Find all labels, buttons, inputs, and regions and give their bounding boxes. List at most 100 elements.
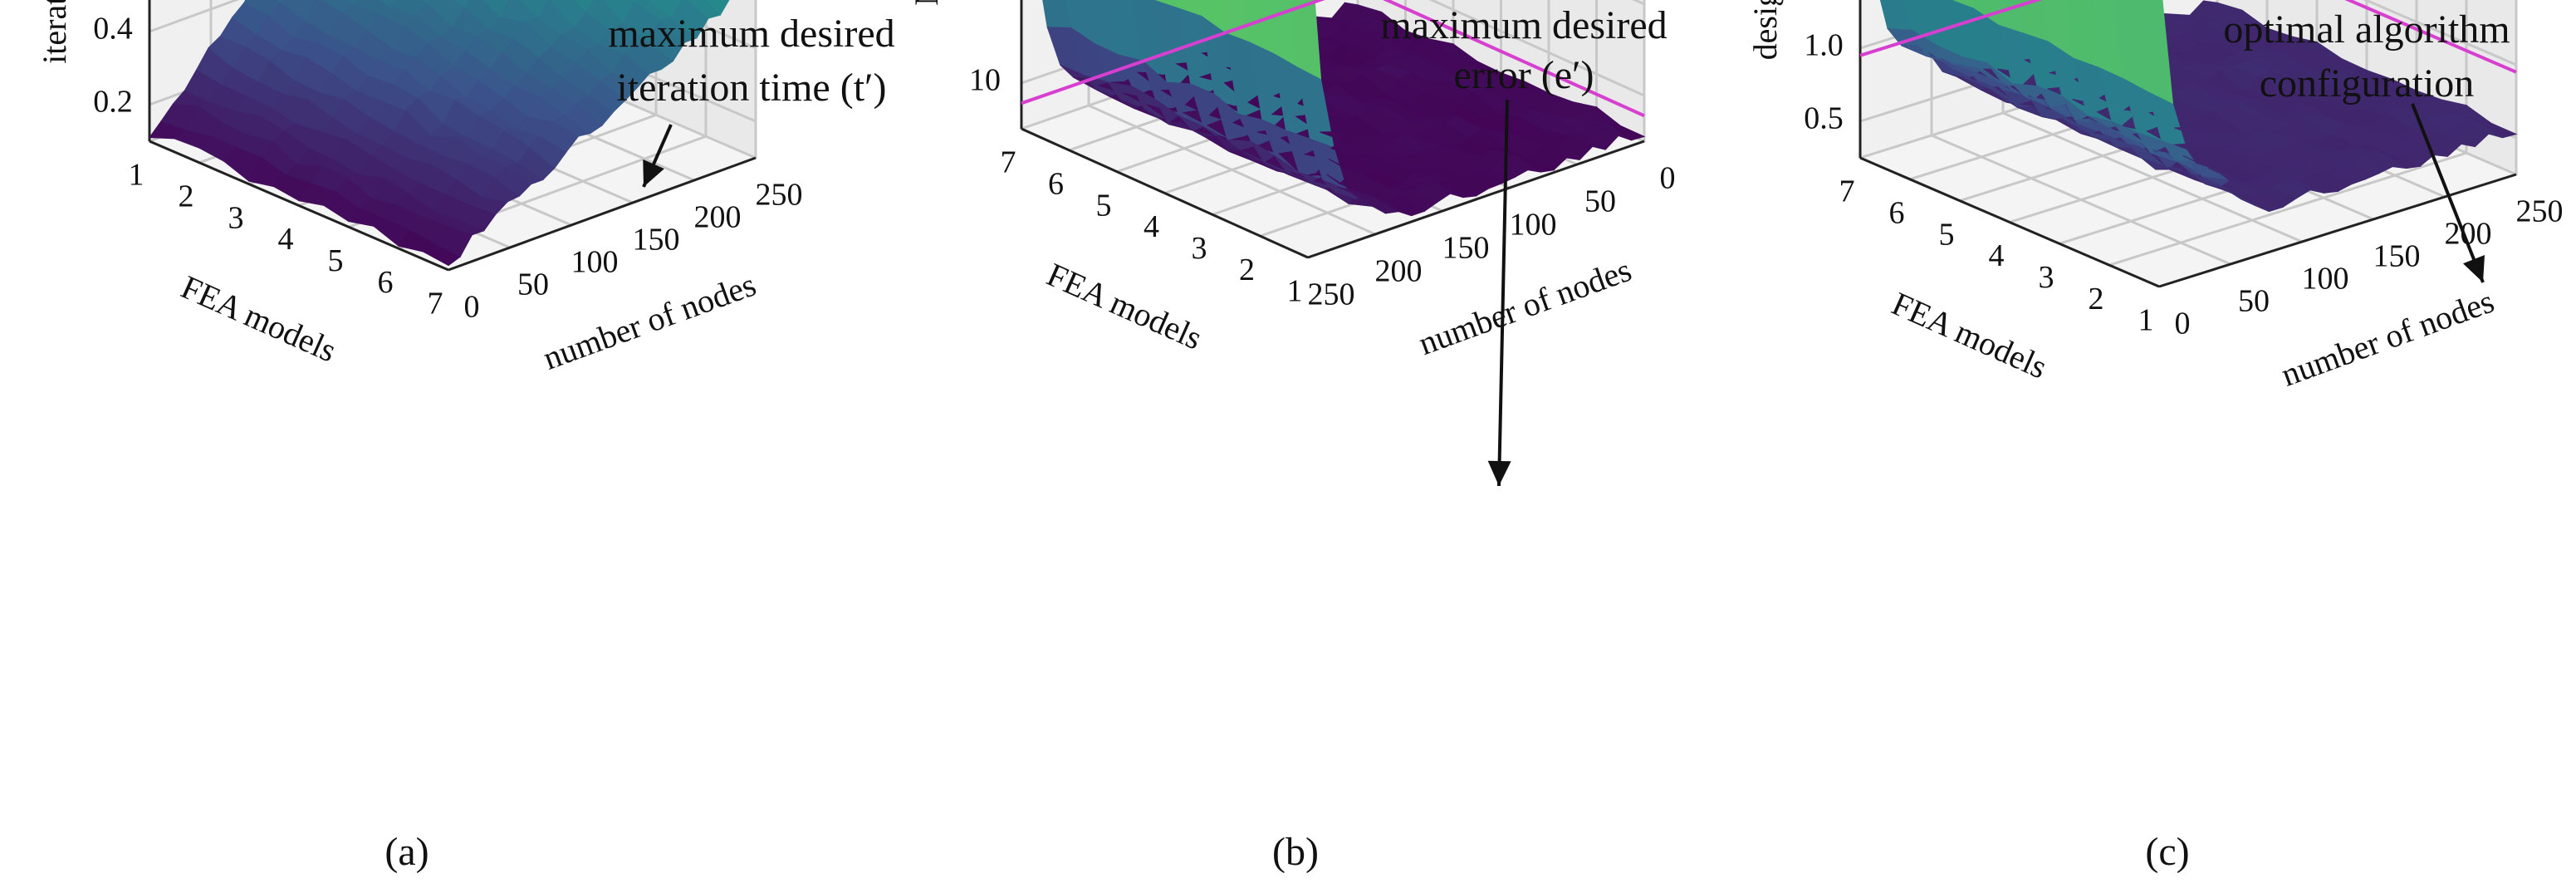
y-tick-label: 3 xyxy=(2039,260,2054,295)
x-axis-label: number of nodes xyxy=(2276,282,2499,394)
y-tick-label: 6 xyxy=(1048,167,1064,202)
y-tick-label: 2 xyxy=(2089,282,2104,316)
y-tick-label: 7 xyxy=(428,287,443,321)
y-tick-label: 3 xyxy=(1192,231,1207,266)
panel-c-design-space-fit: 05010015020025012345670.51.01.52.02.5num… xyxy=(1746,0,2564,874)
x-tick-label: 0 xyxy=(464,290,480,325)
gridline-z-side xyxy=(2363,0,2517,66)
z-tick-label: 0.5 xyxy=(1804,101,1844,136)
panel-caption: (b) xyxy=(1272,830,1319,874)
y-tick-label: 2 xyxy=(1239,253,1255,287)
x-tick-label: 100 xyxy=(1510,208,1557,243)
z-axis-label: iteration time (ms) xyxy=(36,0,73,64)
surface-facet xyxy=(1607,121,1646,141)
y-tick-label: 4 xyxy=(1144,209,1159,244)
surface-facet xyxy=(671,0,709,39)
x-tick-label: 100 xyxy=(571,245,619,280)
y-tick-label: 3 xyxy=(228,200,244,235)
y-tick-label: 5 xyxy=(1096,188,1112,223)
surface-facet xyxy=(574,0,595,12)
y-tick-label: 1 xyxy=(129,158,144,193)
panel-b-mae: 250200150100500123456710203040number of … xyxy=(908,0,1676,874)
surface xyxy=(149,0,730,267)
surface-facet xyxy=(379,0,396,8)
annotation-line-2: configuration xyxy=(2260,61,2475,105)
z-axis-label: design space fit xyxy=(1746,0,1784,60)
y-axis-line xyxy=(149,140,449,272)
threshold-line xyxy=(1859,0,2517,74)
surface-facet xyxy=(452,0,471,8)
x-axis-line xyxy=(1307,140,1645,259)
annotation-line-1: optimal algorithm xyxy=(2223,7,2510,52)
y-axis-line xyxy=(1859,156,2160,288)
y-tick-label: 2 xyxy=(179,179,194,214)
z-tick-label: 1.0 xyxy=(1804,28,1844,63)
z-tick-label: 0.4 xyxy=(93,12,133,47)
z-axis-label: MAE (mm) xyxy=(908,0,945,6)
gridline-z-back xyxy=(149,0,240,33)
annotation-line-2: iteration time (t′) xyxy=(616,66,886,110)
z-tick-label: 20 xyxy=(969,0,1001,7)
panel-a-iteration-time: 05010015020025076543210.20.40.60.81.0num… xyxy=(36,0,895,874)
annotation-line-1: maximum desired xyxy=(608,12,894,56)
x-tick-label: 150 xyxy=(2373,239,2421,274)
ticks: 250200150100500123456710203040 xyxy=(969,0,1676,312)
y-tick-label: 1 xyxy=(1287,274,1303,309)
surface-facet xyxy=(686,0,722,19)
x-axis-line xyxy=(2158,173,2517,288)
y-axis-label: FEA models xyxy=(176,268,342,370)
y-tick-label: 4 xyxy=(1989,238,2005,273)
annotation-line-2: error (e′) xyxy=(1453,53,1594,97)
y-axis-label: FEA models xyxy=(1887,285,2053,386)
annotation-arrow xyxy=(2411,103,2485,283)
surface-facet xyxy=(705,0,730,16)
x-tick-label: 250 xyxy=(1308,277,1355,312)
surface-facet xyxy=(2477,120,2518,139)
x-tick-label: 0 xyxy=(1660,161,1676,196)
x-tick-label: 150 xyxy=(1442,231,1490,266)
z-tick-label: 0.2 xyxy=(93,85,133,120)
surface-facet xyxy=(421,0,432,4)
x-axis-line xyxy=(448,156,757,272)
surface xyxy=(1879,0,2518,213)
z-tick-label: 10 xyxy=(969,63,1001,98)
annotation-arrow xyxy=(1497,99,1509,487)
surface-facet xyxy=(277,0,284,3)
y-tick-label: 5 xyxy=(1939,217,1955,252)
y-tick-label: 4 xyxy=(278,222,294,257)
x-tick-label: 200 xyxy=(1375,254,1423,289)
y-tick-label: 5 xyxy=(328,243,344,278)
x-tick-label: 150 xyxy=(633,223,680,258)
annotation-arrowhead xyxy=(1487,460,1511,486)
annotation-arrowhead xyxy=(2462,254,2485,282)
surface-facet xyxy=(347,0,359,6)
x-tick-label: 100 xyxy=(2302,262,2349,297)
gridline-z-side xyxy=(640,0,757,50)
x-tick-label: 50 xyxy=(2238,284,2270,319)
x-tick-label: 250 xyxy=(2516,194,2564,229)
x-tick-label: 50 xyxy=(517,267,549,302)
gridline-z-side xyxy=(1428,0,1645,97)
annotation-arrowhead xyxy=(643,159,664,187)
annotation-line-1: maximum desired xyxy=(1380,3,1667,47)
x-tick-label: 0 xyxy=(2175,307,2191,341)
gridline-y-floor xyxy=(2108,151,2467,267)
y-tick-label: 1 xyxy=(2138,303,2154,338)
x-tick-label: 250 xyxy=(756,178,803,213)
x-axis-label: number of nodes xyxy=(1413,251,1636,362)
y-tick-label: 6 xyxy=(378,265,394,300)
x-tick-label: 50 xyxy=(1584,184,1616,219)
surface xyxy=(1042,0,1646,217)
threshold-line xyxy=(1021,0,1645,118)
x-tick-label: 200 xyxy=(694,200,742,235)
y-tick-label: 7 xyxy=(1001,145,1016,180)
y-axis-label: FEA models xyxy=(1041,256,1207,357)
y-axis-line xyxy=(1021,127,1309,259)
x-axis-label: number of nodes xyxy=(538,266,761,377)
y-tick-label: 7 xyxy=(1839,174,1855,209)
panel-caption: (a) xyxy=(384,830,429,874)
y-tick-label: 6 xyxy=(1889,196,1905,231)
